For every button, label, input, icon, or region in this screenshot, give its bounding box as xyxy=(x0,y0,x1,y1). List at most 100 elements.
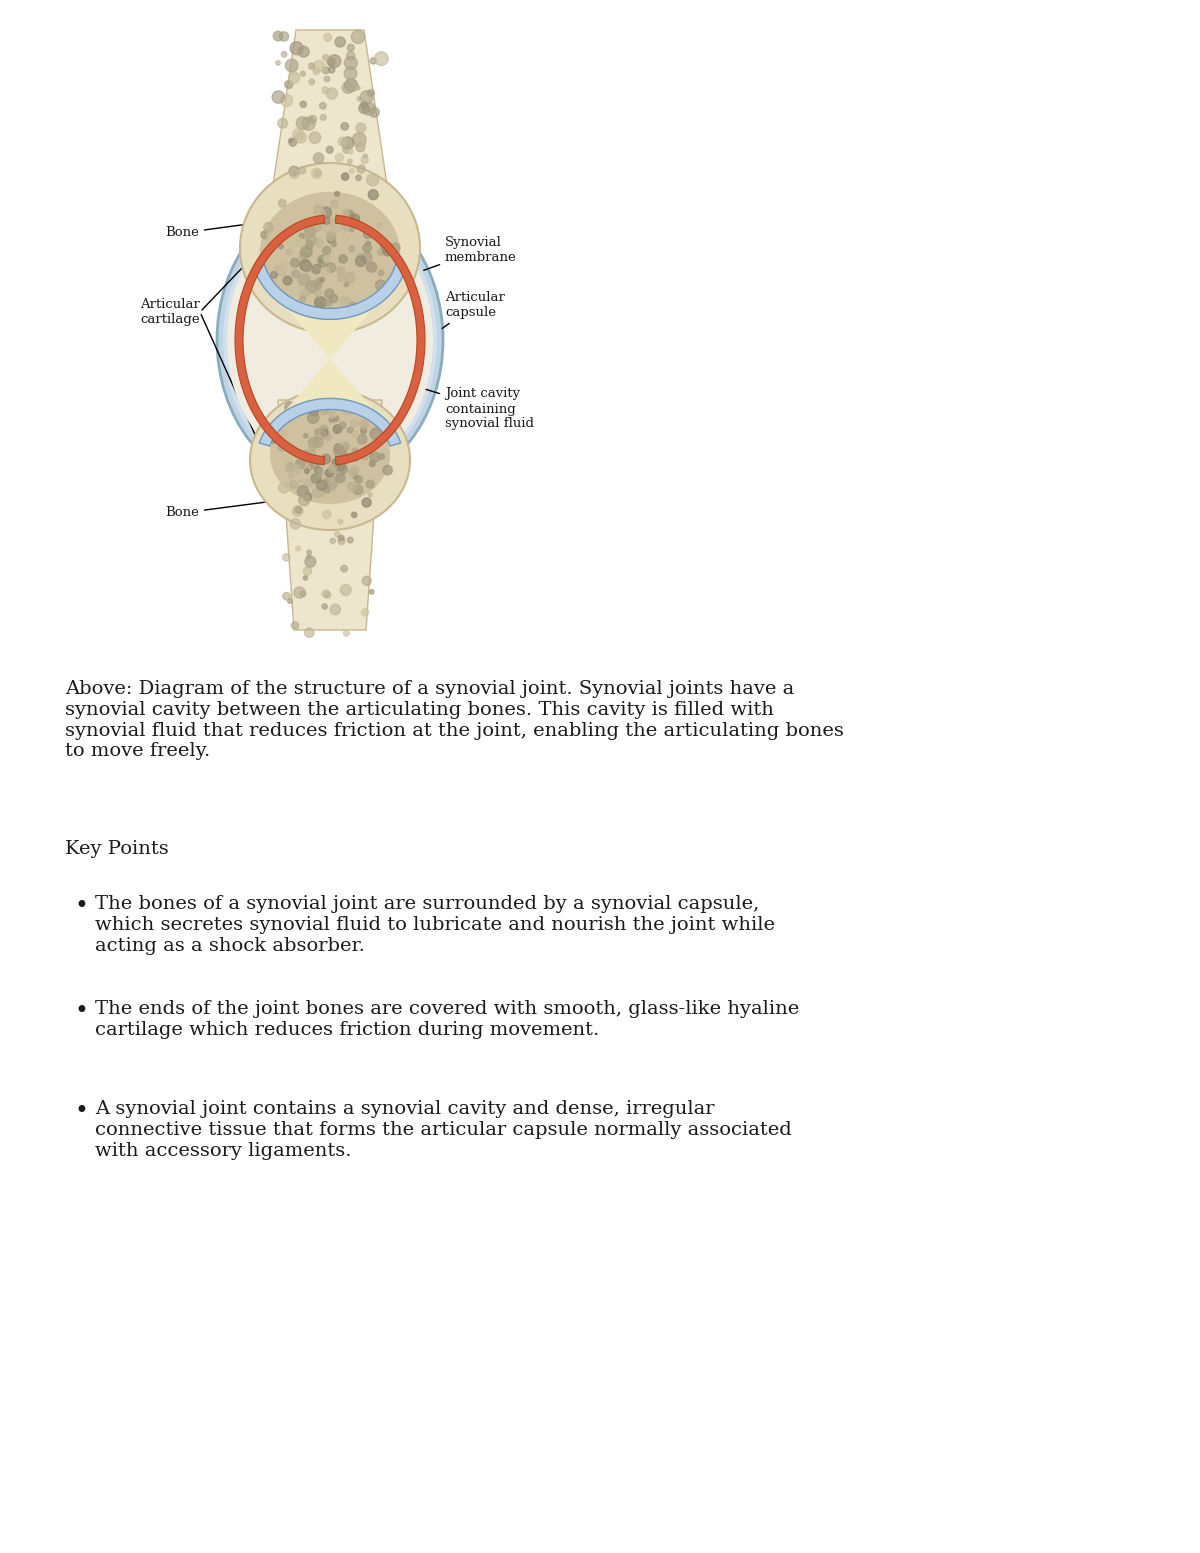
Circle shape xyxy=(352,474,358,478)
Circle shape xyxy=(343,224,350,230)
Circle shape xyxy=(325,309,336,320)
Circle shape xyxy=(355,256,366,267)
Polygon shape xyxy=(259,399,401,446)
Text: A synovial joint contains a synovial cavity and dense, irregular
connective tiss: A synovial joint contains a synovial cav… xyxy=(95,1100,792,1160)
Text: Articular
cartilage: Articular cartilage xyxy=(140,298,200,326)
Circle shape xyxy=(300,259,311,270)
Circle shape xyxy=(370,461,376,466)
Circle shape xyxy=(320,410,325,416)
Circle shape xyxy=(290,42,304,54)
Circle shape xyxy=(304,433,307,438)
Circle shape xyxy=(308,64,314,70)
Circle shape xyxy=(290,519,300,530)
Circle shape xyxy=(338,536,344,540)
Circle shape xyxy=(326,89,337,99)
Circle shape xyxy=(348,303,358,312)
Circle shape xyxy=(335,154,343,162)
Circle shape xyxy=(334,444,343,453)
Circle shape xyxy=(280,31,289,42)
Circle shape xyxy=(313,205,323,213)
Circle shape xyxy=(361,157,368,163)
Circle shape xyxy=(280,245,283,248)
Text: •: • xyxy=(74,895,88,918)
Circle shape xyxy=(322,604,328,609)
Circle shape xyxy=(294,450,304,458)
Circle shape xyxy=(349,469,356,475)
Text: Joint cavity
containing
synovial fluid: Joint cavity containing synovial fluid xyxy=(362,370,534,430)
Circle shape xyxy=(374,51,388,65)
Text: Bone: Bone xyxy=(166,500,280,520)
Circle shape xyxy=(293,129,304,140)
Circle shape xyxy=(287,233,299,245)
Circle shape xyxy=(306,281,317,292)
Circle shape xyxy=(340,297,352,307)
Circle shape xyxy=(289,138,293,143)
Circle shape xyxy=(350,419,359,427)
Circle shape xyxy=(314,429,319,433)
Circle shape xyxy=(334,426,342,433)
Circle shape xyxy=(366,241,371,245)
Circle shape xyxy=(378,250,384,255)
Polygon shape xyxy=(274,30,386,185)
Circle shape xyxy=(356,123,366,132)
Circle shape xyxy=(313,438,323,447)
Circle shape xyxy=(326,262,336,272)
Circle shape xyxy=(295,460,305,469)
Circle shape xyxy=(319,258,324,262)
Circle shape xyxy=(378,270,384,276)
Circle shape xyxy=(305,556,316,567)
Circle shape xyxy=(277,118,288,129)
Circle shape xyxy=(305,469,310,474)
Circle shape xyxy=(354,457,359,461)
Circle shape xyxy=(310,132,320,143)
Circle shape xyxy=(344,56,358,70)
Circle shape xyxy=(358,253,362,259)
Circle shape xyxy=(355,475,362,483)
Circle shape xyxy=(324,486,330,494)
Circle shape xyxy=(277,438,286,447)
Circle shape xyxy=(288,461,293,466)
Circle shape xyxy=(268,230,280,242)
Circle shape xyxy=(312,264,322,273)
Circle shape xyxy=(330,604,341,615)
Circle shape xyxy=(299,273,310,286)
Circle shape xyxy=(338,519,343,525)
Polygon shape xyxy=(235,216,324,464)
Circle shape xyxy=(290,289,298,297)
Polygon shape xyxy=(278,401,382,631)
Circle shape xyxy=(293,506,302,516)
Circle shape xyxy=(353,132,366,146)
Circle shape xyxy=(295,547,301,551)
Circle shape xyxy=(311,312,320,323)
Circle shape xyxy=(352,447,358,453)
Circle shape xyxy=(305,227,316,236)
Circle shape xyxy=(323,54,329,61)
Circle shape xyxy=(358,435,367,444)
Circle shape xyxy=(335,447,347,460)
Circle shape xyxy=(341,565,348,572)
Circle shape xyxy=(343,631,349,637)
Circle shape xyxy=(322,222,332,231)
Circle shape xyxy=(299,47,310,57)
Circle shape xyxy=(330,221,342,231)
Circle shape xyxy=(376,280,386,290)
Circle shape xyxy=(323,590,330,598)
Circle shape xyxy=(320,426,328,433)
Polygon shape xyxy=(254,264,406,320)
Circle shape xyxy=(323,511,331,519)
Circle shape xyxy=(344,210,354,221)
Circle shape xyxy=(361,429,366,433)
Circle shape xyxy=(313,488,324,497)
Circle shape xyxy=(341,455,348,463)
Circle shape xyxy=(370,429,382,439)
Circle shape xyxy=(361,253,372,264)
Circle shape xyxy=(349,245,355,252)
Circle shape xyxy=(358,96,361,101)
Circle shape xyxy=(314,289,322,297)
Circle shape xyxy=(323,217,330,224)
Circle shape xyxy=(302,256,308,262)
Circle shape xyxy=(356,143,365,152)
Circle shape xyxy=(344,67,356,79)
Circle shape xyxy=(300,101,306,107)
Circle shape xyxy=(306,241,312,247)
